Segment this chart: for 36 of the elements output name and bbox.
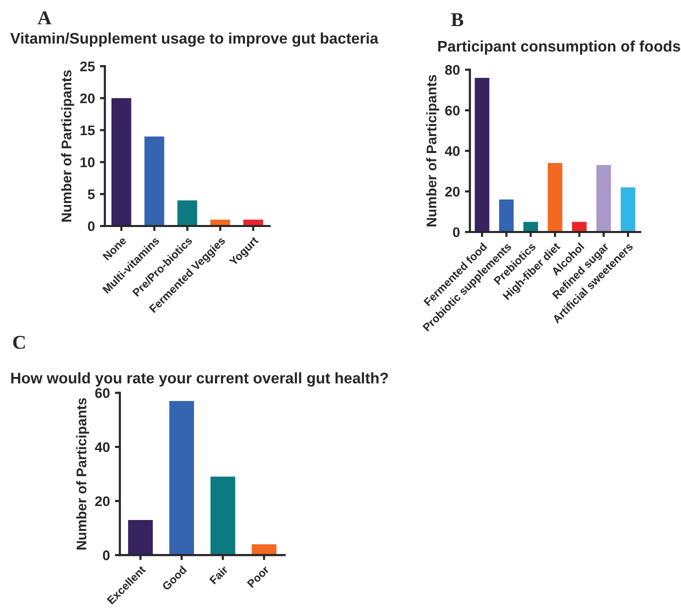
y-tick-label: 60: [445, 106, 460, 116]
bar: [499, 200, 514, 232]
y-tick-label: 80: [445, 65, 460, 75]
y-tick-label: 25: [80, 62, 95, 72]
y-tick-label: 20: [95, 496, 110, 506]
y-tick-label: 20: [80, 93, 95, 104]
y-tick-label: 0: [88, 221, 95, 232]
bar: [474, 78, 490, 232]
chart-title: Participant consumption of foods: [438, 40, 680, 55]
x-tick-label: Fair: [208, 564, 229, 584]
y-axis-title: Number of Participants: [61, 70, 74, 222]
y-axis-title: Number of Participants: [426, 75, 440, 226]
y-tick-label: 0: [452, 227, 460, 238]
bar: [169, 400, 194, 556]
bar: [177, 200, 198, 226]
bar: [548, 163, 562, 232]
bar: [596, 165, 611, 232]
y-tick-label: 40: [94, 442, 110, 452]
y-tick-label: 60: [95, 388, 110, 398]
bar: [210, 476, 236, 556]
chart-title: Vitamin/Supplement usage to improve gut bacteria: [10, 32, 378, 47]
text: A: [38, 11, 52, 24]
y-tick-label: 20: [445, 186, 460, 197]
text: B: [451, 13, 464, 26]
y-tick-label: 10: [80, 157, 95, 168]
text: C: [13, 336, 25, 349]
chart-title: How would you rate your current overall gut health?: [11, 372, 388, 387]
bar: [128, 520, 153, 556]
bar: [620, 187, 636, 232]
y-tick-label: 0: [102, 550, 110, 560]
bar: [111, 98, 132, 226]
y-tick-label: 5: [88, 190, 95, 200]
y-tick-label: 40: [444, 146, 460, 156]
y-axis-title: Number of Participants: [76, 398, 90, 550]
y-tick-label: 15: [80, 126, 95, 136]
bar: [144, 136, 164, 226]
